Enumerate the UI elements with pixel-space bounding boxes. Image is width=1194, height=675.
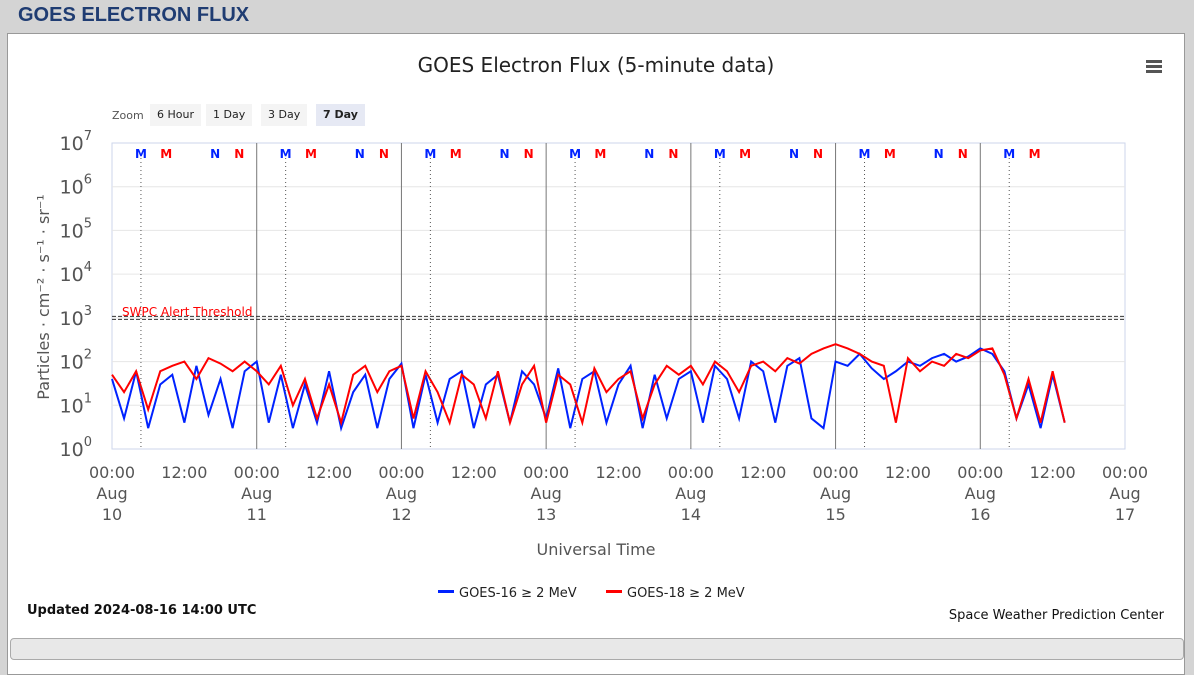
x-tick-label: 13 — [536, 505, 556, 524]
x-tick-label: 16 — [970, 505, 990, 524]
event-marker: M — [135, 147, 147, 161]
chart-title: GOES Electron Flux (5-minute data) — [418, 53, 775, 77]
y-tick-label: 107 — [60, 129, 92, 155]
x-tick-label: 14 — [681, 505, 701, 524]
x-tick-label: 12:00 — [451, 463, 497, 482]
legend-goes18[interactable]: GOES-18 ≥ 2 MeV — [606, 586, 745, 601]
y-tick-exponent: 2 — [84, 348, 92, 363]
event-marker: N — [210, 147, 220, 161]
legend-swatch — [606, 590, 622, 593]
x-tick-label: 00:00 — [89, 463, 135, 482]
plot-area — [111, 142, 1126, 450]
x-tick-label: Aug — [675, 484, 706, 503]
x-tick-label: Aug — [820, 484, 851, 503]
x-tick-label: Aug — [1109, 484, 1140, 503]
x-tick-label: 12:00 — [161, 463, 207, 482]
event-marker: N — [644, 147, 654, 161]
x-tick-label: Aug — [386, 484, 417, 503]
event-marker: N — [355, 147, 365, 161]
y-tick-exponent: 7 — [84, 129, 92, 144]
event-marker: N — [234, 147, 244, 161]
y-tick-label: 106 — [60, 173, 92, 199]
zoom-3-day-button[interactable]: 3 Day — [261, 104, 308, 126]
legend-label: GOES-18 ≥ 2 MeV — [627, 586, 745, 601]
event-marker: M — [739, 147, 751, 161]
y-tick-label: 103 — [60, 304, 92, 330]
x-tick-label: 12:00 — [1030, 463, 1076, 482]
credit-text: Space Weather Prediction Center — [949, 608, 1165, 623]
event-marker: M — [160, 147, 172, 161]
zoom-1-day-button[interactable]: 1 Day — [206, 104, 253, 126]
event-marker: N — [668, 147, 678, 161]
updated-timestamp: Updated 2024-08-16 14:00 UTC — [27, 603, 256, 618]
series-line-goes18 — [111, 343, 1066, 427]
event-marker: N — [958, 147, 968, 161]
zoom-label: Zoom — [112, 109, 144, 122]
event-marker: M — [714, 147, 726, 161]
x-tick-label: 12:00 — [740, 463, 786, 482]
y-tick-exponent: 6 — [84, 173, 92, 188]
x-tick-label: 00:00 — [1102, 463, 1148, 482]
x-tick-label: Aug — [965, 484, 996, 503]
legend-goes16[interactable]: GOES-16 ≥ 2 MeV — [438, 586, 577, 601]
event-marker: M — [859, 147, 871, 161]
event-marker: M — [594, 147, 606, 161]
legend-label: GOES-16 ≥ 2 MeV — [459, 586, 577, 601]
x-tick-label: 00:00 — [668, 463, 714, 482]
x-tick-label: 00:00 — [523, 463, 569, 482]
x-tick-label: 12:00 — [595, 463, 641, 482]
y-tick-exponent: 1 — [84, 391, 92, 406]
y-tick-label: 105 — [60, 216, 92, 242]
x-tick-label: 00:00 — [234, 463, 280, 482]
event-marker: N — [379, 147, 389, 161]
x-tick-label: 12:00 — [306, 463, 352, 482]
y-tick-label: 101 — [60, 391, 92, 417]
y-axis-title: Particles · cm⁻² · s⁻¹ · sr⁻¹ — [34, 194, 53, 399]
event-marker: M — [1003, 147, 1015, 161]
event-marker: N — [524, 147, 534, 161]
x-tick-label: 12 — [391, 505, 411, 524]
y-tick-exponent: 4 — [84, 260, 92, 275]
x-axis-title: Universal Time — [536, 540, 655, 559]
series-line-goes16 — [111, 347, 1066, 432]
zoom-7-day-button[interactable]: 7 Day — [316, 104, 365, 126]
x-tick-label: Aug — [241, 484, 272, 503]
event-marker: M — [450, 147, 462, 161]
x-tick-label: 10 — [102, 505, 122, 524]
chart-panel — [7, 33, 1185, 675]
x-tick-label: 17 — [1115, 505, 1135, 524]
event-marker: M — [569, 147, 581, 161]
x-tick-label: 12:00 — [885, 463, 931, 482]
event-marker: M — [884, 147, 896, 161]
event-marker: N — [789, 147, 799, 161]
event-marker: N — [813, 147, 823, 161]
x-tick-label: 00:00 — [813, 463, 859, 482]
y-tick-label: 102 — [60, 348, 92, 374]
y-tick-label: 104 — [60, 260, 92, 286]
x-tick-label: 00:00 — [957, 463, 1003, 482]
page-title: GOES ELECTRON FLUX — [18, 4, 250, 26]
threshold-label: SWPC Alert Threshold — [122, 305, 252, 319]
event-marker: N — [934, 147, 944, 161]
event-marker: N — [500, 147, 510, 161]
hamburger-menu-icon[interactable] — [1146, 60, 1162, 73]
zoom-6-hour-button[interactable]: 6 Hour — [150, 104, 201, 126]
y-tick-exponent: 3 — [84, 304, 92, 319]
event-marker: M — [280, 147, 292, 161]
x-tick-label: 00:00 — [378, 463, 424, 482]
x-tick-label: Aug — [96, 484, 127, 503]
event-marker: M — [1029, 147, 1041, 161]
y-tick-exponent: 5 — [84, 216, 92, 231]
y-tick-exponent: 0 — [84, 435, 92, 450]
event-marker: M — [305, 147, 317, 161]
event-marker: M — [424, 147, 436, 161]
x-tick-label: 11 — [247, 505, 267, 524]
y-tick-label: 100 — [60, 435, 92, 461]
x-tick-label: 15 — [825, 505, 845, 524]
legend-swatch — [438, 590, 454, 593]
x-tick-label: Aug — [531, 484, 562, 503]
chart: GOES Electron Flux (5-minute data) Zoom … — [27, 53, 1165, 623]
